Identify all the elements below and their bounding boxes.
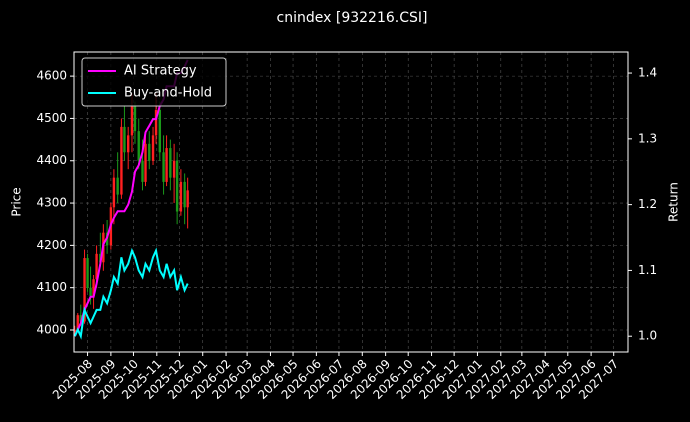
candle-body xyxy=(130,105,134,136)
candle-body xyxy=(172,160,176,178)
candle-body xyxy=(144,143,147,182)
plot-frame xyxy=(73,51,629,353)
candle-body xyxy=(92,279,95,297)
candle-body xyxy=(123,126,126,153)
legend-label: AI Strategy xyxy=(124,64,197,79)
candle-body xyxy=(116,177,119,195)
y2-axis-label: Return xyxy=(667,182,681,222)
y2-tick-label: 1.2 xyxy=(638,197,657,211)
y-tick-label: 4600 xyxy=(36,69,67,83)
y2-tick-label: 1.4 xyxy=(638,66,657,80)
candle-body xyxy=(133,105,137,132)
y-tick-label: 4200 xyxy=(36,238,67,252)
candle-body xyxy=(137,131,140,161)
candle-body xyxy=(169,148,172,178)
candle-body xyxy=(162,152,165,182)
y-tick-label: 4300 xyxy=(36,196,67,210)
candle-body xyxy=(73,329,76,333)
y-tick-label: 4000 xyxy=(36,322,67,336)
candle-body xyxy=(141,160,144,182)
candle-body xyxy=(83,258,86,322)
y2-tick-label: 1.0 xyxy=(638,329,657,343)
candle-body xyxy=(112,177,116,208)
candle-body xyxy=(89,287,92,297)
candle-body xyxy=(151,135,155,161)
chart-title: cnindex [932216.CSI] xyxy=(277,10,428,26)
candle-body xyxy=(148,143,151,161)
candle-body xyxy=(95,253,98,280)
candle-body xyxy=(165,148,168,182)
candle-body xyxy=(175,160,179,212)
candle-body xyxy=(158,109,162,153)
candle-body xyxy=(154,109,158,136)
y2-tick-label: 1.1 xyxy=(638,263,657,277)
y-axis-label: Price xyxy=(10,187,24,216)
candle-body xyxy=(79,315,82,322)
candle-body xyxy=(126,135,130,153)
candle-body xyxy=(86,258,89,288)
legend-label: Buy-and-Hold xyxy=(124,86,212,101)
y-tick-label: 4500 xyxy=(36,111,67,125)
y-tick-label: 4400 xyxy=(36,153,67,167)
candle-body xyxy=(183,181,186,208)
y2-tick-label: 1.3 xyxy=(638,131,657,145)
candle-body xyxy=(76,315,79,330)
candle-body xyxy=(179,181,183,212)
legend-box xyxy=(81,57,227,107)
candle-body xyxy=(186,190,189,208)
y-tick-label: 4100 xyxy=(36,280,67,294)
series-line xyxy=(73,247,189,340)
candle-body xyxy=(120,126,123,195)
